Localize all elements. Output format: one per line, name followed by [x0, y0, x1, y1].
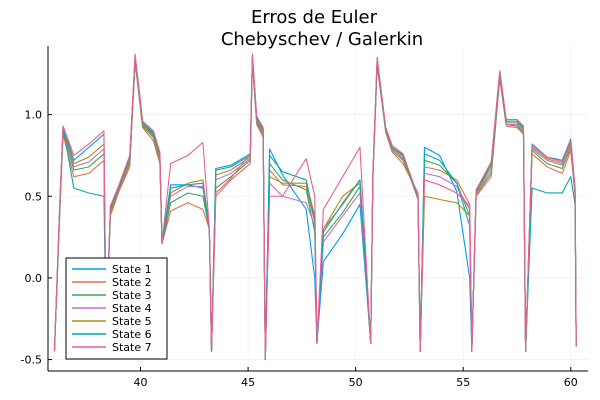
chart-title: Erros de Euler	[251, 7, 378, 28]
legend-label-state-6: State 6	[112, 328, 152, 341]
chart-subtitle: Chebyschev / Galerkin	[221, 29, 423, 50]
x-tick-label: 60	[564, 376, 578, 389]
legend-label-state-7: State 7	[112, 341, 152, 354]
legend-label-state-3: State 3	[112, 289, 152, 302]
legend-label-state-4: State 4	[112, 302, 152, 315]
y-tick-label: -0.5	[21, 354, 42, 367]
y-tick-label: 1.0	[25, 109, 43, 122]
series-lines	[53, 53, 577, 361]
legend-label-state-2: State 2	[112, 276, 152, 289]
x-tick-label: 45	[241, 376, 255, 389]
y-tick-label: 0.0	[25, 272, 43, 285]
x-tick-label: 50	[349, 376, 363, 389]
axes: 40 45 50 55 60 -0.5 0.0 0.5 1.0	[21, 46, 588, 389]
y-tick-label: 0.5	[25, 190, 43, 203]
series-line-state-7	[53, 53, 577, 361]
x-tick-label: 40	[134, 376, 148, 389]
legend-label-state-5: State 5	[112, 315, 152, 328]
x-tick-label: 55	[456, 376, 470, 389]
legend-label-state-1: State 1	[112, 263, 152, 276]
